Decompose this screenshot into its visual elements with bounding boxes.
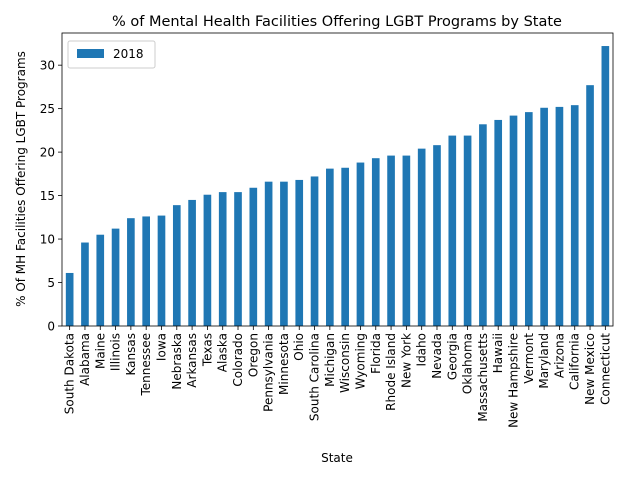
legend: 2018 — [67, 40, 156, 69]
y-tick-label: 30 — [40, 59, 55, 73]
x-tick-label: Florida — [369, 333, 383, 374]
bar — [249, 187, 258, 326]
x-tick-label: Arizona — [552, 333, 566, 378]
x-tick-label: Maryland — [537, 333, 551, 389]
x-tick-label: California — [568, 333, 582, 390]
x-tick-label: Illinois — [109, 333, 123, 371]
x-tick-label: New Hampshire — [507, 333, 521, 428]
bar — [218, 192, 227, 326]
x-tick-label: New York — [399, 333, 413, 388]
x-tick-label: South Dakota — [63, 333, 77, 414]
bar — [601, 46, 610, 326]
bar — [127, 218, 135, 326]
bar — [524, 112, 533, 327]
bar — [463, 135, 472, 326]
x-tick-label: Vermont — [522, 333, 536, 384]
bar — [509, 115, 518, 326]
y-tick-label: 0 — [47, 320, 55, 334]
bar — [188, 199, 196, 326]
y-axis-label: % Of MH Facilities Offering LGBT Program… — [14, 51, 28, 307]
bar — [172, 205, 181, 326]
bar — [433, 145, 441, 326]
bar — [111, 228, 120, 326]
y-tick-label: 15 — [40, 189, 55, 203]
x-tick-label: Massachusetts — [476, 333, 490, 422]
bar — [234, 192, 242, 326]
x-tick-label: Connecticut — [598, 333, 612, 405]
bar — [264, 181, 273, 326]
bar — [310, 176, 319, 326]
bar — [586, 85, 594, 326]
x-axis: South Dakota Alabama Maine Illinois Kansas Te… — [63, 326, 612, 428]
bar — [326, 168, 334, 326]
x-tick-label: New Mexico — [583, 333, 597, 405]
bar — [280, 181, 288, 326]
x-tick-label: Wyoming — [353, 333, 367, 389]
bar — [555, 106, 564, 327]
x-tick-label: Texas — [200, 333, 214, 367]
x-tick-label: Idaho — [415, 333, 429, 366]
bar — [402, 155, 411, 326]
bar — [157, 215, 166, 326]
bar — [371, 158, 380, 326]
x-tick-label: Alabama — [78, 333, 92, 386]
y-axis: 0 5 10 15 20 25 30 — [40, 59, 62, 334]
x-tick-label: Rhode Island — [384, 333, 398, 411]
bar — [494, 119, 503, 326]
bar — [479, 124, 487, 326]
bar — [448, 135, 457, 326]
plot-frame — [61, 32, 614, 327]
bar — [96, 234, 105, 326]
x-tick-label: Oregon — [246, 333, 260, 377]
x-tick-label: Wisconsin — [338, 333, 352, 393]
legend-frame — [67, 40, 156, 69]
legend-label: 2018 — [113, 47, 144, 61]
x-tick-label: Arkansas — [185, 333, 199, 388]
x-tick-label: Hawaii — [491, 333, 505, 373]
x-tick-label: Kansas — [124, 333, 138, 375]
bar — [417, 148, 426, 326]
bar — [295, 179, 304, 326]
x-tick-label: Ohio — [292, 333, 306, 361]
x-tick-label: Michigan — [323, 333, 337, 387]
x-tick-label: Colorado — [231, 333, 245, 387]
chart-title: % of Mental Health Facilities Offering L… — [112, 14, 562, 30]
y-tick-label: 20 — [40, 146, 55, 160]
legend-swatch — [77, 49, 104, 58]
y-tick-label: 10 — [40, 233, 55, 247]
plot-area — [61, 32, 614, 327]
x-tick-label: Alaska — [216, 333, 230, 372]
x-tick-label: Nebraska — [170, 333, 184, 390]
y-tick-label: 5 — [47, 276, 55, 290]
x-tick-label: Maine — [93, 333, 107, 369]
x-axis-label: State — [321, 451, 353, 465]
x-tick-label: Nevada — [430, 333, 444, 379]
bar — [203, 194, 212, 326]
x-tick-label: Oklahoma — [461, 333, 475, 394]
bar — [341, 167, 349, 326]
bar — [570, 105, 579, 326]
x-tick-label: Georgia — [445, 333, 459, 380]
bar — [540, 107, 548, 327]
bar — [65, 272, 74, 326]
x-tick-label: Pennsylvania — [262, 333, 276, 412]
bar — [356, 162, 365, 326]
y-tick-label: 25 — [40, 102, 55, 116]
bar — [81, 242, 89, 326]
bar — [387, 155, 395, 326]
x-tick-label: Minnesota — [277, 333, 291, 395]
x-tick-label: Tennessee — [139, 333, 153, 397]
bar — [142, 216, 150, 326]
x-tick-label: Iowa — [154, 333, 168, 361]
x-tick-label: South Carolina — [308, 333, 322, 421]
